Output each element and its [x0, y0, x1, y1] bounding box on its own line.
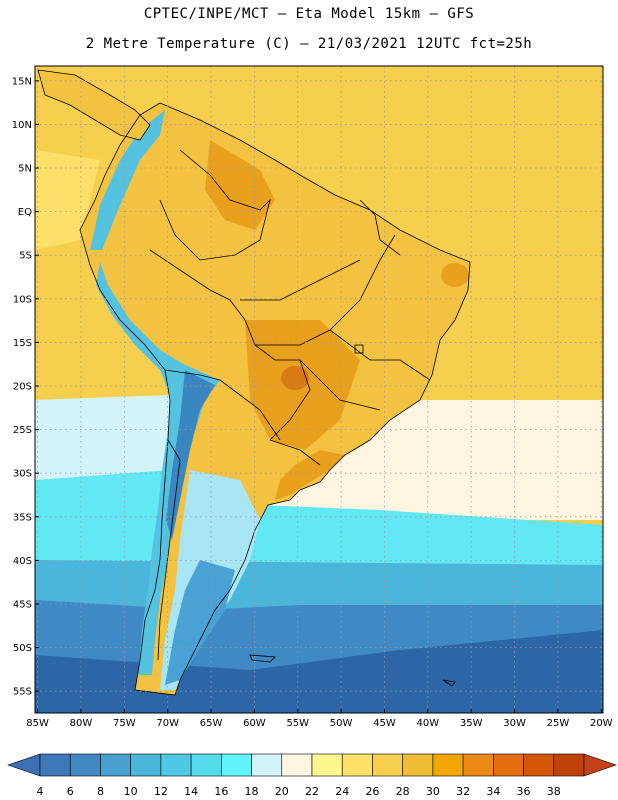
map-subtitle: 2 Metre Temperature (C) – 21/03/2021 12U…	[85, 36, 533, 52]
colorbar-label: 22	[305, 785, 319, 798]
colorbar-label: 20	[275, 785, 289, 798]
colorbar-swatch	[160, 753, 192, 777]
longitude-tick-label: 20W	[590, 718, 613, 729]
country-borders	[37, 69, 471, 696]
central-america-land	[38, 70, 150, 140]
longitude-tick-label: 55W	[286, 718, 309, 729]
ocean-far-south-band	[35, 630, 603, 713]
brazil-state-line-3	[299, 359, 381, 411]
colorbar-label: 34	[486, 785, 500, 798]
colorbar-swatch	[311, 753, 343, 777]
temperature-colorbar: 4 6 8 10 12 14 16 18 20 22 24 26 28 30 32 34 36 38	[7, 753, 617, 798]
andes-north-cold	[90, 110, 165, 250]
colorbar-swatch	[100, 753, 131, 777]
ocean-pale-region	[35, 395, 180, 480]
latitude-labels: 15N 10N 5N EQ 5S 10S 15S 20S 25S 30S 35S 40S 45S 50S 5…	[12, 76, 39, 698]
colorbar-swatch	[281, 753, 313, 777]
colorbar-swatch	[402, 753, 434, 777]
colorbar-label: 28	[396, 785, 410, 798]
latitude-tick-label: 30S	[13, 469, 32, 480]
colorbar-high-arrow	[583, 753, 617, 777]
uruguay-land	[275, 450, 345, 500]
colorbar-swatch	[493, 753, 524, 777]
longitude-tick-label: 60W	[243, 718, 266, 729]
colorbar-label: 6	[67, 785, 74, 798]
latitude-tick-label: 20S	[13, 382, 32, 393]
map-frame	[34, 65, 604, 714]
chile-argentina-border	[157, 439, 181, 661]
patagonia-cold	[165, 560, 235, 685]
latitude-tick-label: 45S	[13, 600, 32, 611]
land-warm-north	[205, 140, 275, 230]
latitude-tick-label: EQ	[18, 207, 32, 218]
colorbar-swatch	[432, 753, 464, 777]
longitude-tick-label: 30W	[503, 718, 526, 729]
longitude-tick-label: 35W	[460, 718, 483, 729]
longitude-tick-label: 70W	[156, 718, 179, 729]
brazil-state-line-1	[255, 234, 396, 346]
colorbar-swatch	[190, 753, 222, 777]
latitude-tick-label: 5N	[18, 164, 32, 175]
latitude-tick-label: 35S	[13, 512, 32, 523]
colorbar-swatch	[372, 753, 403, 777]
colorbar-label: 14	[184, 785, 198, 798]
colorbar-swatch	[69, 753, 101, 777]
colorbar-label: 12	[154, 785, 168, 798]
latitude-tick-label: 10N	[12, 120, 32, 131]
colorbar-label: 38	[547, 785, 561, 798]
longitude-tick-label: 85W	[26, 718, 49, 729]
central-america-coastline	[37, 69, 151, 141]
federal-district	[354, 344, 364, 354]
colorbar-swatch	[39, 753, 71, 777]
colorbar-label: 36	[517, 785, 531, 798]
longitude-tick-label: 25W	[547, 718, 570, 729]
colorbar-label: 30	[426, 785, 440, 798]
colorbar-label: 4	[37, 785, 44, 798]
longitude-tick-label: 65W	[200, 718, 223, 729]
longitude-tick-label: 50W	[330, 718, 353, 729]
colorbar-swatch	[251, 753, 283, 777]
latitude-tick-label: 40S	[13, 556, 32, 567]
colorbar-swatch	[221, 753, 252, 777]
colorbar-label: 8	[97, 785, 104, 798]
colorbar-swatch	[553, 753, 585, 777]
colorbar-label: 26	[365, 785, 379, 798]
colorbar-swatch	[523, 753, 555, 777]
colorbar-swatch	[130, 753, 162, 777]
falklands	[249, 654, 276, 663]
colorbar-label: 10	[124, 785, 138, 798]
latitude-tick-label: 15N	[12, 76, 32, 87]
longitude-tick-label: 80W	[70, 718, 93, 729]
south-georgia	[442, 679, 456, 687]
latitude-tick-label: 25S	[13, 425, 32, 436]
colombia-venezuela-border	[159, 149, 271, 261]
hot-spot-mato-grosso	[281, 366, 309, 390]
colorbar-label: 18	[245, 785, 259, 798]
argentina-north-border	[269, 439, 321, 466]
colorbar-label: 24	[335, 785, 349, 798]
latitude-tick-label: 10S	[13, 294, 32, 305]
map-title: CPTEC/INPE/MCT – Eta Model 15km – GFS	[143, 6, 475, 22]
colorbar-low-arrow	[7, 753, 41, 777]
latitude-tick-label: 15S	[13, 338, 32, 349]
colorbar-swatch	[341, 753, 373, 777]
andes-coldest	[166, 370, 215, 540]
bolivia-south-border	[164, 369, 281, 441]
colorbar-swatch	[462, 753, 494, 777]
latitude-tick-label: 5S	[19, 251, 32, 262]
longitude-tick-label: 40W	[417, 718, 440, 729]
hot-spot-northeast	[441, 263, 469, 287]
latitude-tick-label: 50S	[13, 643, 32, 654]
longitude-labels: 85W 80W 75W 70W 65W 60W 55W 50W 45W 40W 35W 30W 25W 2…	[26, 709, 613, 729]
longitude-tick-label: 45W	[373, 718, 396, 729]
brazil-state-line-4	[240, 259, 361, 301]
colorbar-label: 16	[214, 785, 228, 798]
brazil-northeast-line	[359, 199, 401, 256]
brazil-state-line-2	[329, 329, 431, 381]
colorbar-label: 32	[456, 785, 470, 798]
continent-coastline	[79, 102, 471, 696]
longitude-tick-label: 75W	[113, 718, 136, 729]
latitude-tick-label: 55S	[13, 687, 32, 698]
